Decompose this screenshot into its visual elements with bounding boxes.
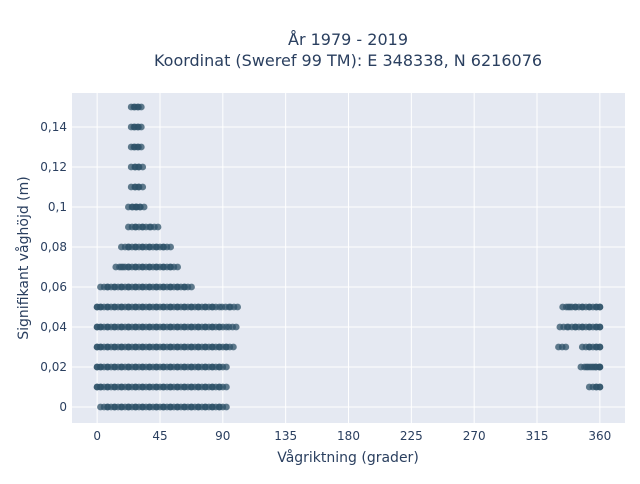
x-tick-label: 360 (588, 429, 611, 443)
chart-title-line1: År 1979 - 2019 (288, 30, 408, 49)
data-point (596, 323, 604, 331)
data-point (230, 343, 237, 351)
data-point (137, 123, 145, 131)
data-point (234, 303, 242, 311)
data-point (596, 303, 604, 311)
chart-title-line2: Koordinat (Sweref 99 TM): E 348338, N 62… (154, 51, 542, 70)
data-point (223, 363, 230, 371)
x-axis-label: Vågriktning (grader) (277, 449, 419, 466)
data-point (139, 163, 147, 171)
y-tick-label: 0,1 (48, 200, 67, 214)
x-tick-label: 225 (400, 429, 423, 443)
x-tick-label: 45 (152, 429, 167, 443)
x-tick-label: 270 (463, 429, 486, 443)
data-point (167, 243, 175, 251)
x-tick-label: 0 (93, 429, 101, 443)
data-point (596, 363, 604, 371)
data-point (596, 343, 604, 351)
data-point (232, 323, 240, 331)
data-point (137, 143, 145, 151)
y-tick-label: 0,14 (40, 120, 67, 134)
data-point (174, 263, 182, 271)
data-point (223, 403, 230, 411)
y-tick-label: 0,04 (40, 320, 67, 334)
x-tick-label: 90 (215, 429, 230, 443)
y-axis-label: Signifikant våghöjd (m) (15, 176, 32, 339)
x-tick-label: 180 (337, 429, 360, 443)
y-tick-label: 0,12 (40, 160, 67, 174)
x-tick-label: 135 (274, 429, 297, 443)
data-point (140, 203, 148, 211)
data-point (137, 103, 145, 111)
data-point (154, 223, 162, 231)
y-tick-label: 0,06 (40, 280, 67, 294)
data-point (562, 343, 570, 351)
data-point (188, 283, 195, 291)
data-point (596, 383, 604, 391)
y-tick-label: 0,02 (40, 360, 67, 374)
data-point (139, 183, 147, 191)
x-tick-label: 315 (526, 429, 549, 443)
data-point (223, 383, 230, 391)
y-tick-label: 0 (59, 400, 67, 414)
y-tick-label: 0,08 (40, 240, 67, 254)
